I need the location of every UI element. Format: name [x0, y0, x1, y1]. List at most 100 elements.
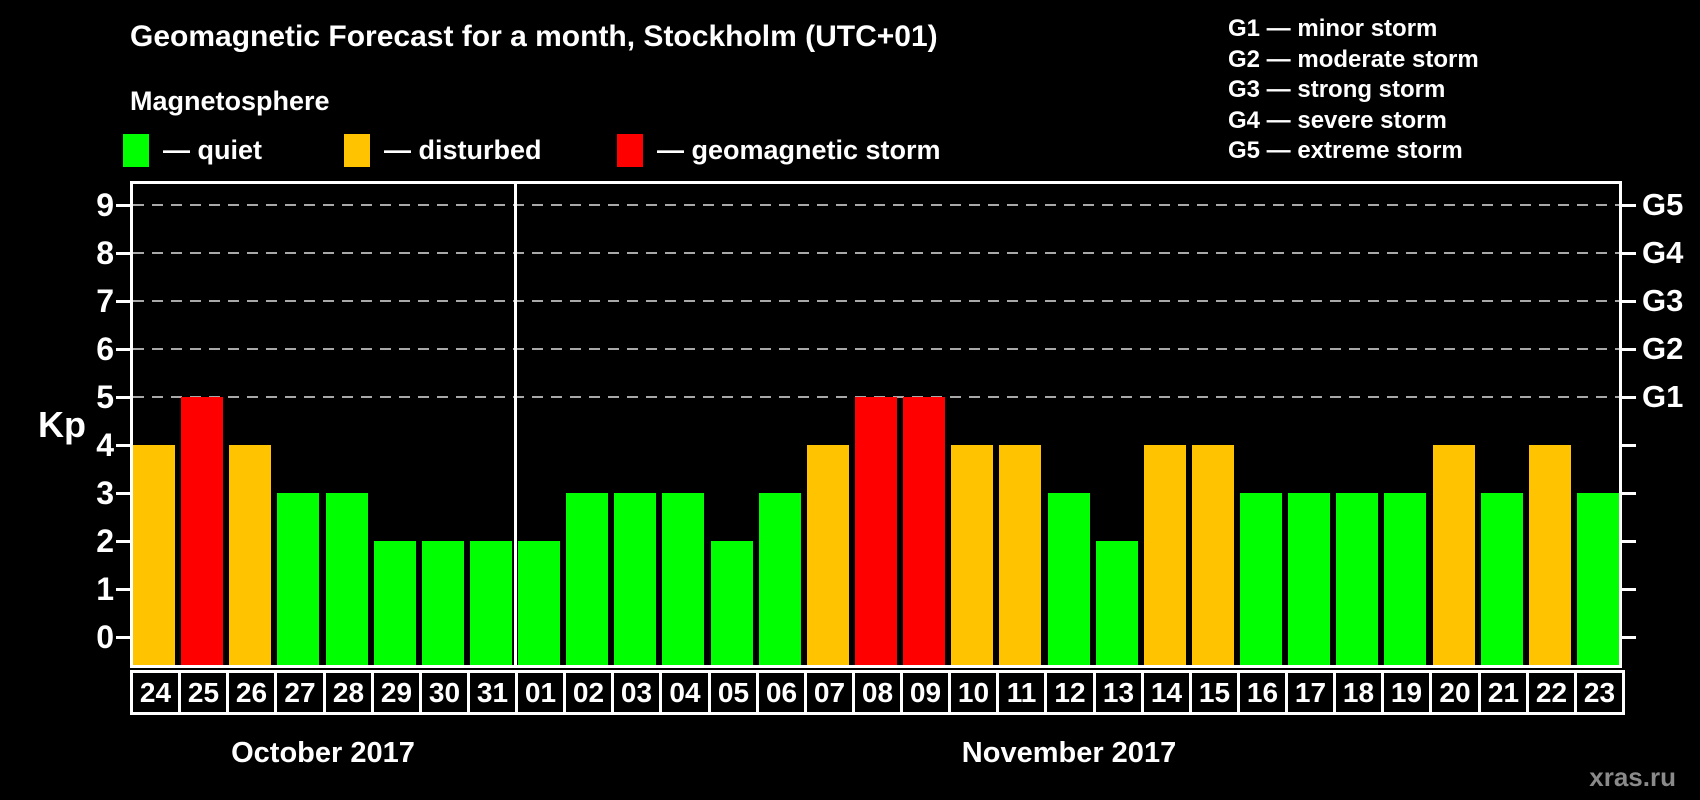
gridline-kp6: [133, 348, 1619, 350]
y-tick-label-2: 2: [96, 523, 114, 559]
bar-18-kp3: [1336, 493, 1378, 665]
date-cell-19: 19: [1381, 670, 1432, 715]
date-cell-21: 21: [1478, 670, 1529, 715]
bar-13-kp2: [1096, 541, 1138, 665]
g-legend-item-g2: G2 — moderate storm: [1228, 45, 1479, 73]
date-cell-29: 29: [371, 670, 422, 715]
plot-frame: [130, 181, 1622, 668]
bar-28-kp3: [326, 493, 368, 665]
date-cell-30: 30: [419, 670, 470, 715]
y-tick-right-8: [1622, 251, 1636, 255]
bar-21-kp3: [1481, 493, 1523, 665]
date-cell-10: 10: [948, 670, 999, 715]
y-tick-left-8: [116, 251, 130, 255]
bar-27-kp3: [277, 493, 319, 665]
bar-30-kp2: [422, 541, 464, 665]
bar-17-kp3: [1288, 493, 1330, 665]
chart-subtitle: Magnetosphere: [130, 86, 330, 116]
bar-02-kp3: [566, 493, 608, 665]
bar-31-kp2: [470, 541, 512, 665]
date-cell-18: 18: [1333, 670, 1384, 715]
bar-29-kp2: [374, 541, 416, 665]
date-cell-06: 06: [756, 670, 807, 715]
g-scale-legend: G1 — minor storm G2 — moderate storm G3 …: [1228, 14, 1688, 167]
y-tick-left-4: [116, 443, 130, 447]
date-cell-13: 13: [1093, 670, 1144, 715]
quiet-color-swatch: [123, 133, 149, 167]
y-tick-right-3: [1622, 491, 1636, 495]
date-cell-15: 15: [1189, 670, 1240, 715]
g-legend-item-g3: G3 — strong storm: [1228, 76, 1446, 103]
y-tick-left-5: [116, 395, 130, 399]
gridline-kp7: [133, 300, 1619, 302]
bar-08-kp5: [855, 397, 897, 665]
date-cell-22: 22: [1526, 670, 1577, 715]
y-tick-label-9: 9: [96, 187, 114, 223]
y-tick-label-0: 0: [96, 619, 114, 655]
legend-item-disturbed: — disturbed: [344, 133, 542, 167]
g-axis-label-g5: G5: [1642, 187, 1684, 222]
bar-01-kp2: [518, 541, 560, 665]
y-tick-right-5: [1622, 395, 1636, 399]
date-cell-14: 14: [1141, 670, 1192, 715]
y-tick-left-6: [116, 347, 130, 351]
storm-color-swatch: [617, 133, 643, 167]
date-cell-04: 04: [659, 670, 711, 715]
bar-05-kp2: [711, 541, 753, 665]
y-tick-left-7: [116, 299, 130, 303]
bar-16-kp3: [1240, 493, 1282, 665]
y-tick-left-0: [116, 635, 130, 639]
bar-22-kp4: [1529, 445, 1571, 665]
disturbed-color-swatch: [344, 133, 370, 167]
y-tick-right-9: [1622, 203, 1636, 207]
y-tick-right-1: [1622, 587, 1636, 591]
g-legend-item-g4: G4 — severe storm: [1228, 106, 1447, 134]
bar-10-kp4: [951, 445, 993, 665]
bar-23-kp3: [1577, 493, 1619, 665]
chart-title: Geomagnetic Forecast for a month, Stockh…: [130, 20, 938, 53]
watermark: xras.ru: [1589, 762, 1676, 792]
month-separator-line: [513, 184, 517, 665]
bar-14-kp4: [1144, 445, 1186, 665]
bar-11-kp4: [999, 445, 1041, 665]
month-label-0: October 2017: [231, 737, 415, 769]
bar-06-kp3: [759, 493, 801, 665]
bar-24-kp4: [133, 445, 175, 665]
g-axis-label-g3: G3: [1642, 283, 1684, 318]
gridline-kp8: [133, 252, 1619, 254]
y-tick-right-6: [1622, 347, 1636, 351]
legend-item-quiet: — quiet: [123, 133, 262, 167]
date-cell-16: 16: [1237, 670, 1288, 715]
y-tick-label-4: 4: [96, 427, 114, 463]
date-cell-01: 01: [515, 670, 566, 715]
date-cell-09: 09: [900, 670, 951, 715]
y-tick-right-0: [1622, 635, 1636, 639]
legend-label-storm: — geomagnetic storm: [657, 134, 941, 165]
y-axis-title: Kp: [38, 404, 86, 445]
g-axis-label-g4: G4: [1642, 235, 1684, 270]
date-cell-17: 17: [1285, 670, 1336, 715]
bar-09-kp5: [903, 397, 945, 665]
legend-label-disturbed: — disturbed: [384, 134, 542, 165]
bar-07-kp4: [807, 445, 849, 665]
date-cell-26: 26: [226, 670, 277, 715]
g-axis-label-g1: G1: [1642, 379, 1684, 414]
y-tick-left-3: [116, 491, 130, 495]
date-cell-20: 20: [1429, 670, 1481, 715]
y-tick-label-8: 8: [96, 235, 114, 271]
date-cell-05: 05: [708, 670, 759, 715]
bar-03-kp3: [614, 493, 656, 665]
bar-20-kp4: [1433, 445, 1475, 665]
date-cell-08: 08: [852, 670, 903, 715]
legend-label-quiet: — quiet: [163, 134, 262, 165]
date-cell-24: 24: [130, 670, 181, 715]
date-cell-27: 27: [274, 670, 326, 715]
date-cell-12: 12: [1044, 670, 1096, 715]
bar-15-kp4: [1192, 445, 1234, 665]
month-label-1: November 2017: [961, 737, 1177, 769]
bar-26-kp4: [229, 445, 271, 665]
y-tick-right-2: [1622, 539, 1636, 543]
date-cell-11: 11: [996, 670, 1047, 715]
g-legend-item-g1: G1 — minor storm: [1228, 15, 1438, 42]
